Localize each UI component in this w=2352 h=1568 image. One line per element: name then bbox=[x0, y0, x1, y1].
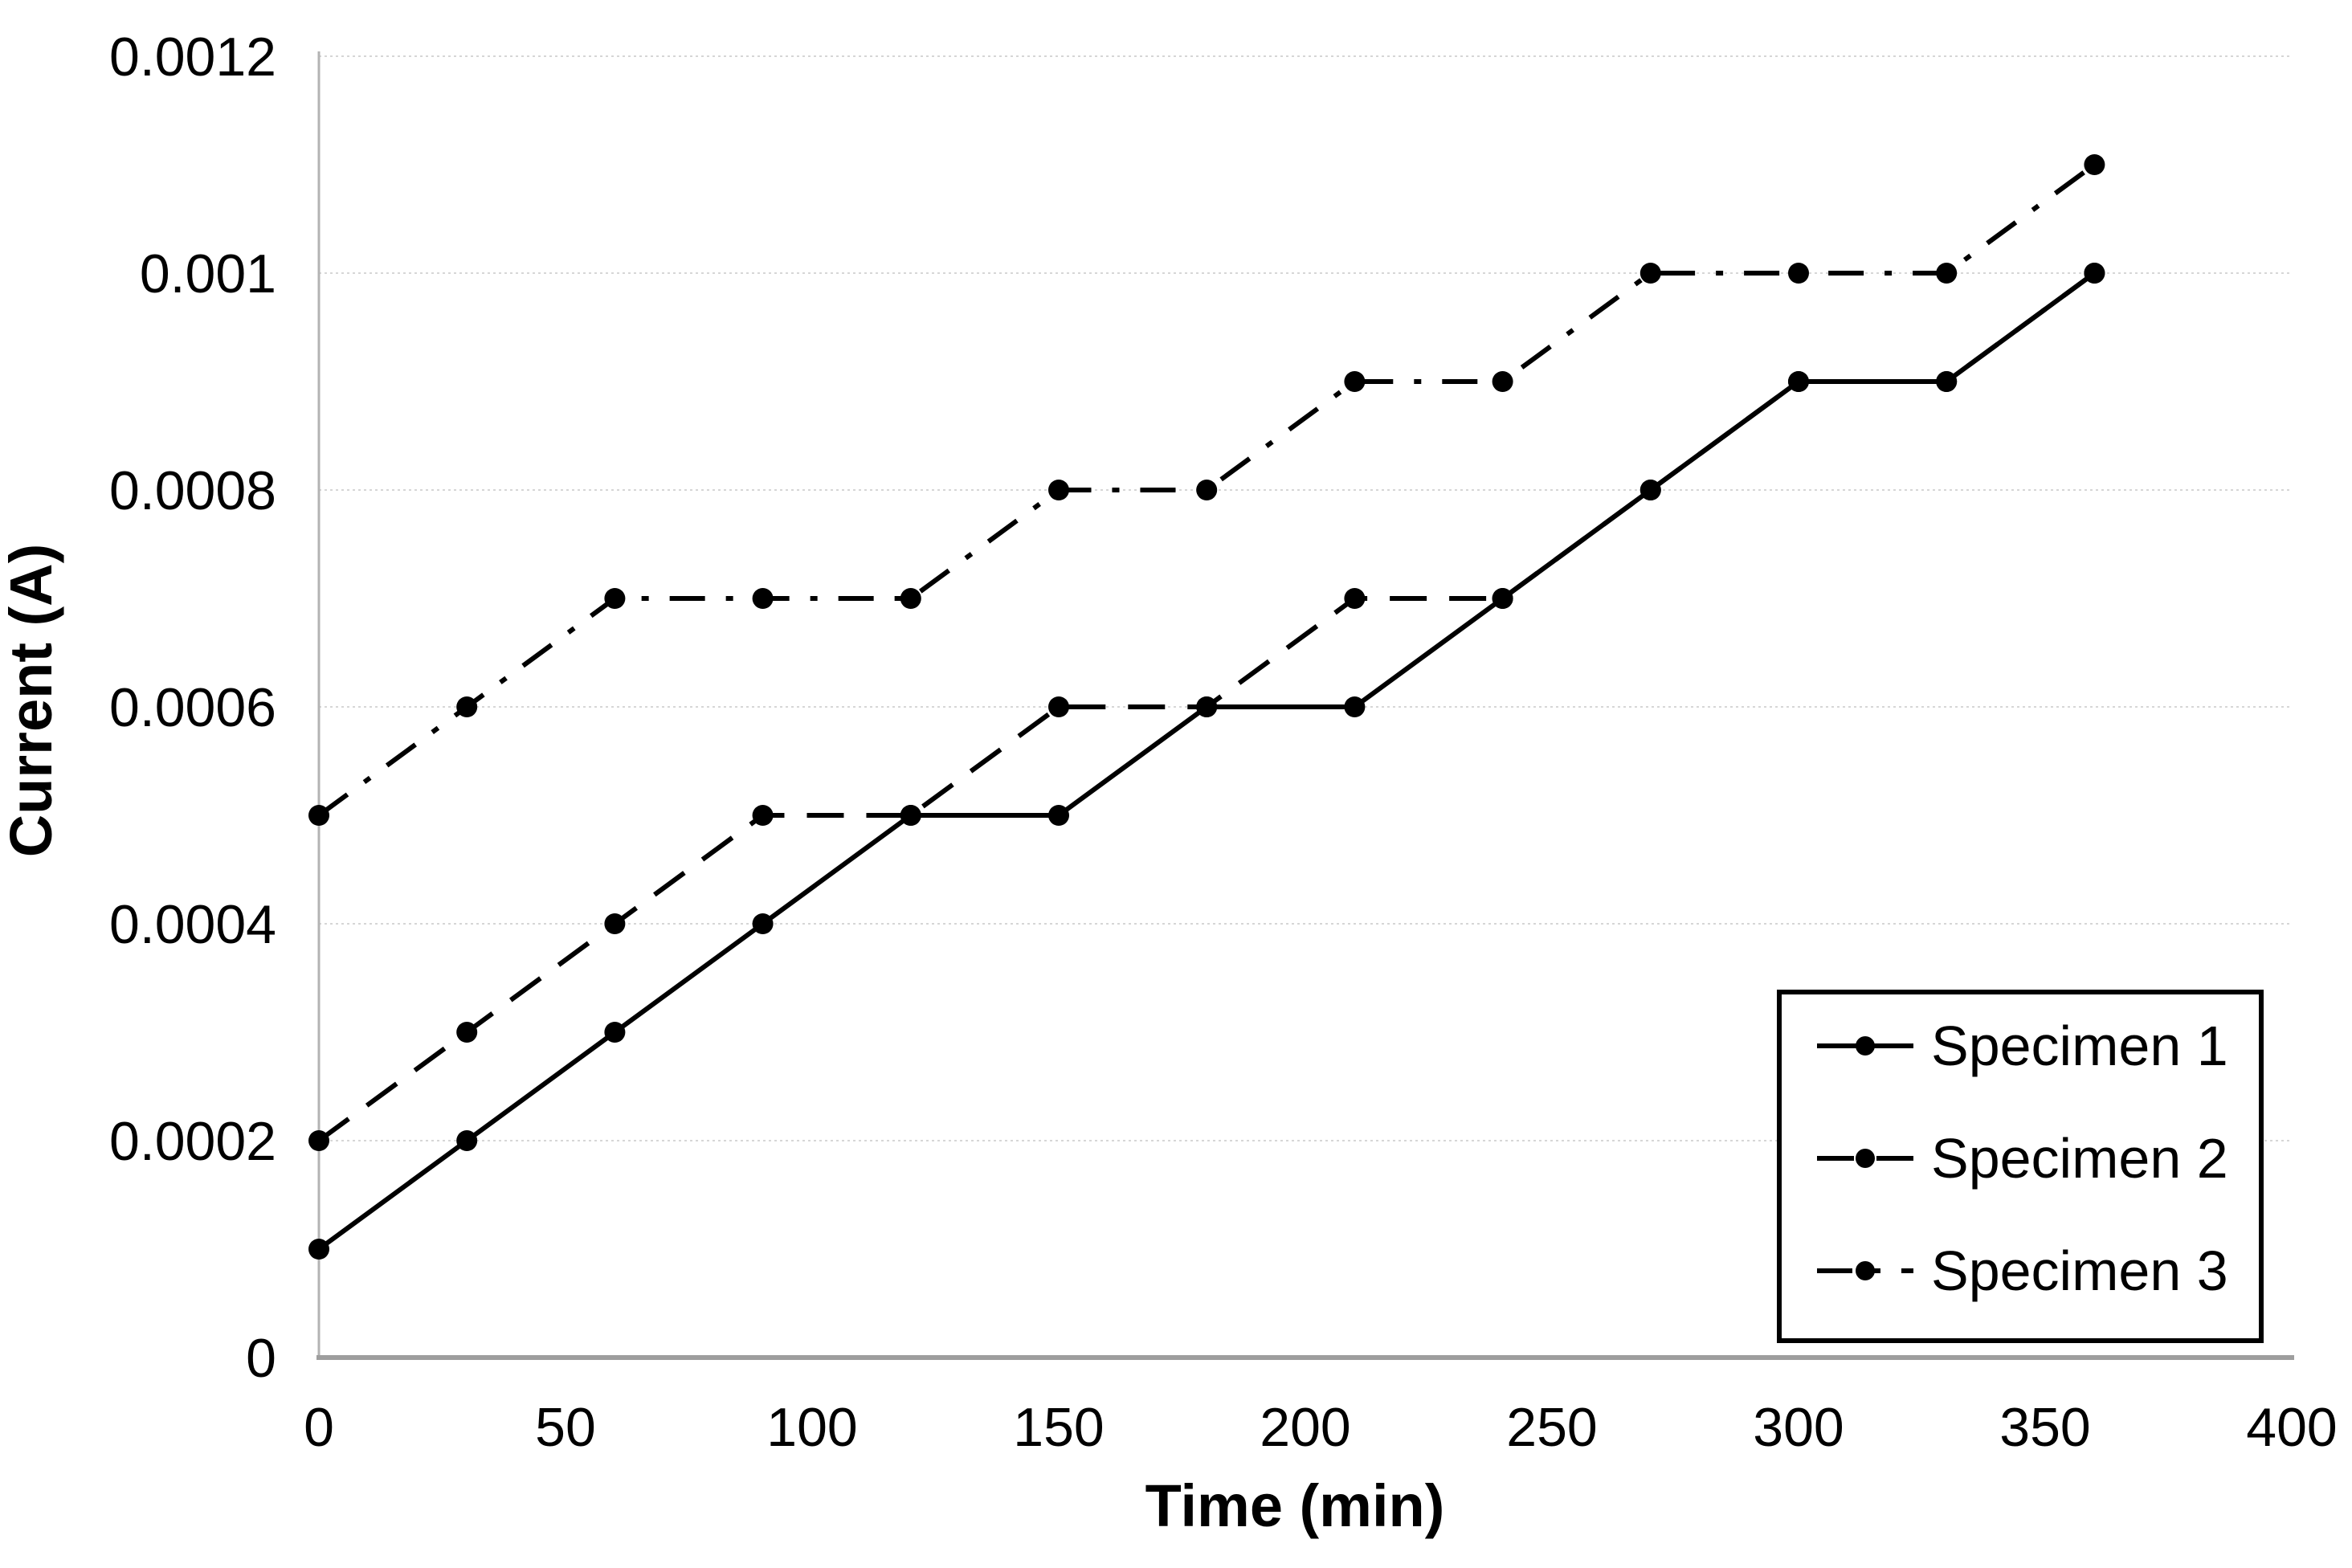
data-point-specimen-1 bbox=[308, 1239, 329, 1260]
data-point-specimen-2 bbox=[2084, 263, 2105, 284]
data-point-specimen-3 bbox=[1788, 263, 1809, 284]
y-tick-label: 0.0004 bbox=[109, 894, 276, 955]
data-point-specimen-1 bbox=[456, 1130, 478, 1151]
legend-label: Specimen 1 bbox=[1931, 1015, 2228, 1077]
series-group bbox=[308, 154, 2105, 1260]
x-tick-label: 300 bbox=[1753, 1397, 1844, 1458]
x-tick-label: 150 bbox=[1013, 1397, 1104, 1458]
x-tick-label: 200 bbox=[1260, 1397, 1350, 1458]
legend-item-specimen-2: Specimen 2 bbox=[1817, 1127, 2228, 1190]
data-point-specimen-3 bbox=[1936, 263, 1958, 284]
x-axis-title: Time (min) bbox=[1145, 1472, 1445, 1539]
data-point-specimen-2 bbox=[900, 805, 921, 826]
y-axis-tick-labels: 0 0.0002 0.0004 0.0006 0.0008 0.001 0.0012 bbox=[109, 27, 276, 1389]
x-tick-label: 50 bbox=[535, 1397, 596, 1458]
data-point-specimen-3 bbox=[900, 588, 921, 609]
data-point-specimen-3 bbox=[1048, 480, 1069, 500]
legend-label: Specimen 2 bbox=[1931, 1127, 2228, 1190]
data-point-specimen-2 bbox=[1788, 371, 1809, 392]
data-point-specimen-1 bbox=[604, 1022, 626, 1043]
legend-item-specimen-3: Specimen 3 bbox=[1817, 1239, 2228, 1302]
data-point-specimen-3 bbox=[1344, 371, 1366, 392]
y-tick-label: 0.0008 bbox=[109, 460, 276, 521]
x-tick-label: 350 bbox=[1999, 1397, 2090, 1458]
data-point-specimen-3 bbox=[2084, 154, 2105, 175]
data-point-specimen-3 bbox=[752, 588, 774, 609]
x-tick-label: 0 bbox=[304, 1397, 334, 1458]
data-point-specimen-3 bbox=[604, 588, 626, 609]
legend-marker-icon bbox=[1856, 1261, 1875, 1280]
data-point-specimen-2 bbox=[1344, 588, 1366, 609]
data-point-specimen-3 bbox=[1492, 371, 1513, 392]
data-point-specimen-2 bbox=[1048, 696, 1069, 717]
data-point-specimen-2 bbox=[1936, 371, 1958, 392]
y-tick-label: 0.0002 bbox=[109, 1111, 276, 1172]
x-tick-label: 400 bbox=[2246, 1397, 2337, 1458]
x-axis-tick-labels: 0 50 100 150 200 250 300 350 400 bbox=[304, 1397, 2338, 1458]
y-tick-label: 0.001 bbox=[140, 243, 276, 304]
data-point-specimen-3 bbox=[1196, 480, 1218, 500]
x-tick-label: 250 bbox=[1506, 1397, 1597, 1458]
y-tick-label: 0.0012 bbox=[109, 27, 276, 88]
data-point-specimen-3 bbox=[1639, 263, 1661, 284]
data-point-specimen-1 bbox=[1048, 805, 1069, 826]
data-point-specimen-2 bbox=[1196, 696, 1218, 717]
data-point-specimen-2 bbox=[308, 1130, 329, 1151]
legend-label: Specimen 3 bbox=[1931, 1239, 2228, 1302]
legend-marker-icon bbox=[1856, 1149, 1875, 1168]
data-point-specimen-1 bbox=[752, 913, 774, 934]
data-point-specimen-2 bbox=[456, 1022, 478, 1043]
data-point-specimen-2 bbox=[752, 805, 774, 826]
data-point-specimen-3 bbox=[456, 696, 478, 717]
legend-item-specimen-1: Specimen 1 bbox=[1817, 1015, 2228, 1077]
y-tick-label: 0.0006 bbox=[109, 677, 276, 738]
x-tick-label: 100 bbox=[766, 1397, 857, 1458]
data-point-specimen-1 bbox=[1344, 696, 1366, 717]
data-point-specimen-2 bbox=[604, 913, 626, 934]
data-point-specimen-3 bbox=[308, 805, 329, 826]
legend-marker-icon bbox=[1856, 1036, 1875, 1056]
series-specimen-2 bbox=[308, 263, 2105, 1151]
y-tick-label: 0 bbox=[246, 1328, 276, 1389]
data-point-specimen-2 bbox=[1639, 480, 1661, 500]
legend: Specimen 1 Specimen 2 Specimen 3 bbox=[1777, 990, 2264, 1343]
series-specimen-3 bbox=[308, 154, 2105, 826]
data-point-specimen-2 bbox=[1492, 588, 1513, 609]
y-axis-title: Current (A) bbox=[0, 544, 64, 858]
